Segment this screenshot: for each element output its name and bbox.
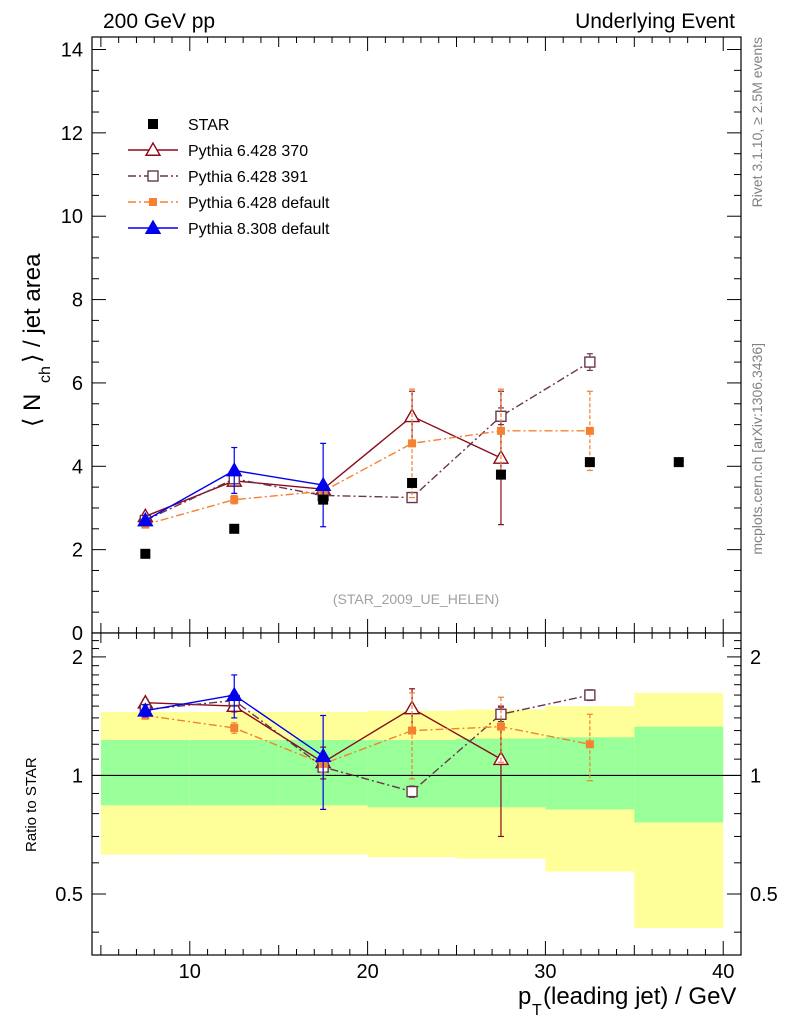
main-point-star [407,477,418,488]
legend-item-pythia-6-428-default: Pythia 6.428 default [128,195,330,212]
ratio-point-pythia-8-308-default [314,747,332,763]
main-point-star [140,548,151,559]
legend-label-pythia-8-308-default: Pythia 8.308 default [188,221,330,238]
ratio-panel-axes: 0.5 0.5 1 1 2 2 10 20 30 40 [55,632,778,983]
ratio-point-pythia-6-428-default [496,722,505,731]
svg-text:p: p [518,983,531,1010]
rivet-version-label: Rivet 3.1.10, ≥ 2.5M events [749,37,765,207]
main-y-tick-label: 6 [72,373,83,395]
svg-text:T: T [532,1002,542,1019]
main-y-tick-label: 8 [72,290,83,312]
main-point-pythia-6-428-default [408,439,417,448]
ratio-band-inner [545,737,635,810]
legend-item-star: STAR [148,117,229,134]
main-point-star [229,523,240,534]
plot-title-left: 200 GeV pp [103,10,215,33]
ratio-y-axis-label: Ratio to STAR [23,757,40,852]
ratio-y-tick-label-right: 1 [750,765,761,787]
svg-text:⟨ N: ⟨ N [19,394,46,427]
main-point-pythia-6-428-default [496,426,505,435]
main-point-star [673,457,684,468]
ratio-y-tick-label-right: 2 [750,647,761,669]
main-point-pythia-6-428-default [230,495,239,504]
main-point-pythia-8-308-default [226,462,243,477]
main-y-tick-label: 10 [61,206,83,228]
main-line-pythia-6-428-391 [145,361,591,522]
x-tick-label: 40 [712,961,734,983]
legend-label-pythia-6-428-391: Pythia 6.428 391 [188,169,308,186]
legend: STAR Pythia 6.428 370 Pythia 6.428 391 Pyth… [128,117,330,238]
ratio-y-tick-label: 1 [72,765,83,787]
ratio-band-inner [100,740,190,806]
legend-item-pythia-6-428-370: Pythia 6.428 370 [128,141,308,160]
x-tick-label: 20 [356,961,378,983]
x-tick-label: 10 [179,961,201,983]
ratio-point-pythia-6-428-391 [584,689,596,701]
ratio-band-inner [189,740,279,806]
main-point-star [495,469,506,480]
x-tick-label: 30 [534,961,556,983]
main-y-tick-label: 2 [72,540,83,562]
svg-text:(leading jet) / GeV: (leading jet) / GeV [543,983,736,1010]
ratio-frame [91,632,742,956]
main-y-tick-label: 12 [61,123,83,145]
legend-label-pythia-6-428-default: Pythia 6.428 default [188,195,330,212]
ratio-point-pythia-6-428-default [408,726,417,735]
main-point-star [584,457,595,468]
ratio-panel-series [137,674,596,838]
legend-marker-star [148,119,158,129]
main-y-axis-label: ⟨ N ch ⟩ / jet area [19,253,54,427]
ratio-line-pythia-6-428-default [145,714,590,765]
legend-label-pythia-6-428-370: Pythia 6.428 370 [188,143,308,160]
main-point-star [318,494,329,505]
legend-marker-pythia-6-428-370 [144,141,162,156]
main-panel-background [92,37,741,633]
ratio-y-tick-label: 0.5 [55,884,83,906]
main-y-tick-label: 4 [72,456,83,478]
legend-marker-pythia-8-308-default [144,219,162,234]
ratio-point-pythia-6-428-default [585,740,594,749]
main-y-tick-label: 0 [72,623,83,645]
main-plot-area [92,37,741,633]
legend-label-star: STAR [188,117,229,134]
mcplots-reference-label: mcplots.cern.ch [arXiv:1306.3436] [749,343,765,555]
ratio-point-pythia-8-308-default [226,686,243,702]
legend-item-pythia-6-428-391: Pythia 6.428 391 [128,169,308,186]
main-point-pythia-6-428-391 [584,356,596,368]
main-point-pythia-6-428-default [585,426,594,435]
ratio-line-pythia-6-428-391 [145,694,591,793]
ratio-point-pythia-8-308-default [137,702,154,717]
watermark-label: (STAR_2009_UE_HELEN) [333,591,499,607]
ratio-band-inner [634,726,724,823]
svg-text:⟩ / jet area: ⟩ / jet area [19,253,46,363]
ratio-point-pythia-6-428-391 [406,785,418,798]
ratio-point-pythia-6-428-default [230,723,239,732]
legend-marker-pythia-6-428-default [149,198,157,206]
main-line-pythia-6-428-default [145,430,590,526]
svg-text:ch: ch [37,366,54,383]
main-panel-series [137,353,684,559]
legend-marker-pythia-6-428-391 [147,170,159,182]
ratio-y-tick-label-right: 0.5 [750,884,778,906]
ratio-y-tick-label: 2 [72,647,83,669]
main-y-tick-label: 14 [61,40,83,62]
main-point-pythia-8-308-default [314,476,332,491]
legend-item-pythia-8-308-default: Pythia 8.308 default [128,219,330,238]
main-point-pythia-8-308-default [137,512,154,527]
x-axis-label: p T (leading jet) / GeV [518,983,736,1019]
plot-title-right: Underlying Event [575,10,735,33]
